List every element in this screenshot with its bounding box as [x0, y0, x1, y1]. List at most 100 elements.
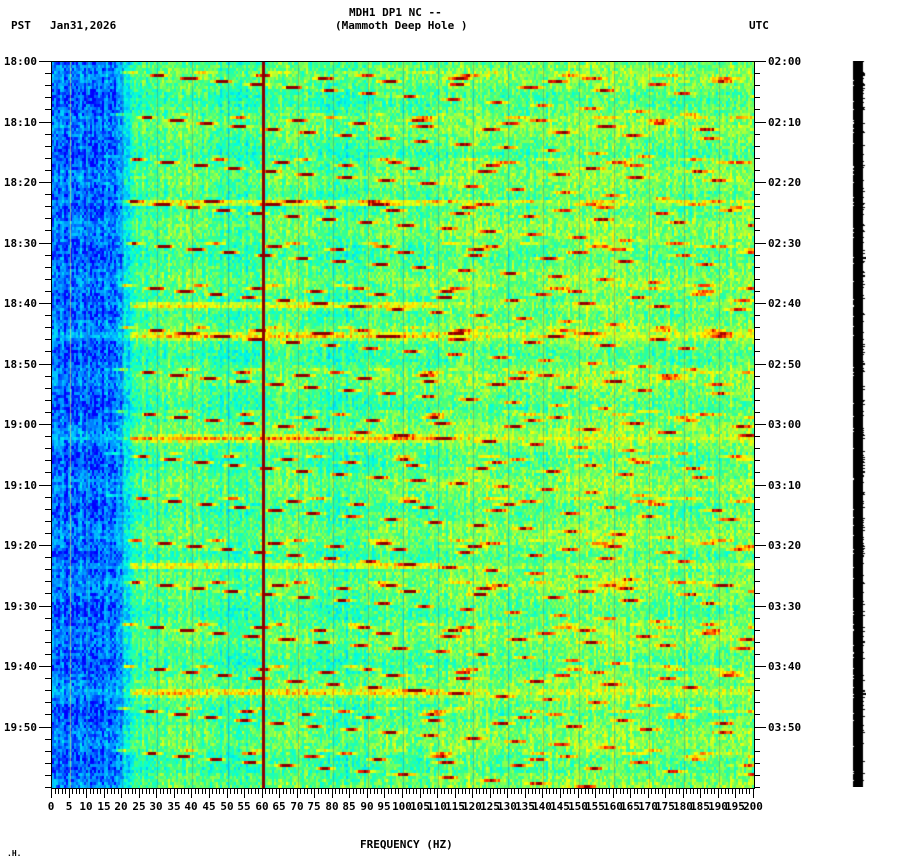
freq-minor-tick [721, 789, 722, 794]
freq-minor-tick [202, 789, 203, 794]
time-tick-label-utc: 03:40 [768, 660, 802, 673]
freq-major-tick [437, 789, 438, 798]
time-tick-label-utc: 02:10 [768, 116, 802, 129]
freq-minor-tick [395, 789, 396, 794]
freq-minor-tick [486, 789, 487, 794]
time-tick-label-utc: 02:20 [768, 176, 802, 189]
major-tick-right [754, 122, 766, 123]
freq-major-tick [683, 789, 684, 798]
time-tick-label-utc: 02:40 [768, 297, 802, 310]
freq-minor-tick [230, 789, 231, 794]
freq-minor-tick [62, 789, 63, 794]
freq-tick-label: 145 [550, 800, 570, 813]
freq-major-tick [700, 789, 701, 798]
freq-minor-tick [434, 789, 435, 794]
freq-minor-tick [704, 789, 705, 794]
freq-minor-tick [346, 789, 347, 794]
major-tick-right [754, 606, 766, 607]
freq-minor-tick [430, 789, 431, 794]
freq-tick-label: 25 [132, 800, 146, 813]
freq-minor-tick [300, 789, 301, 794]
freq-minor-tick [170, 789, 171, 794]
freq-major-tick [51, 789, 52, 798]
time-tick-label-pst: 18:00 [3, 55, 37, 68]
freq-minor-tick [497, 789, 498, 794]
freq-major-tick [69, 789, 70, 798]
freq-tick-label: 30 [149, 800, 163, 813]
freq-minor-tick [556, 789, 557, 794]
time-tick-label-pst: 19:20 [3, 539, 37, 552]
freq-minor-tick [83, 789, 84, 794]
freq-minor-tick [616, 789, 617, 794]
freq-minor-tick [602, 789, 603, 794]
freq-minor-tick [483, 789, 484, 794]
freq-major-tick [420, 789, 421, 798]
freq-minor-tick [413, 789, 414, 794]
freq-tick-label: 130 [497, 800, 517, 813]
freq-minor-tick [441, 789, 442, 794]
freq-minor-tick [641, 789, 642, 794]
major-tick-left [39, 666, 51, 667]
time-tick-label-pst: 18:20 [3, 176, 37, 189]
freq-minor-tick [374, 789, 375, 794]
freq-minor-tick [658, 789, 659, 794]
freq-tick-label: 190 [708, 800, 728, 813]
freq-major-tick [139, 789, 140, 798]
freq-minor-tick [493, 789, 494, 794]
freq-minor-tick [518, 789, 519, 794]
freq-minor-tick [76, 789, 77, 794]
time-tick-label-pst: 19:10 [3, 479, 37, 492]
freq-minor-tick [451, 789, 452, 794]
freq-minor-tick [476, 789, 477, 794]
major-tick-left [39, 424, 51, 425]
freq-minor-tick [539, 789, 540, 794]
freq-minor-tick [553, 789, 554, 794]
freq-tick-label: 200 [743, 800, 763, 813]
freq-minor-tick [521, 789, 522, 794]
freq-minor-tick [198, 789, 199, 794]
freq-minor-tick [219, 789, 220, 794]
freq-minor-tick [255, 789, 256, 794]
freq-minor-tick [65, 789, 66, 794]
freq-tick-label: 35 [167, 800, 181, 813]
freq-minor-tick [532, 789, 533, 794]
major-tick-right [754, 727, 766, 728]
freq-minor-tick [686, 789, 687, 794]
timezone-left-label: PST [11, 19, 31, 32]
freq-major-tick [525, 789, 526, 798]
freq-minor-tick [72, 789, 73, 794]
freq-major-tick [209, 789, 210, 798]
major-tick-right [754, 61, 766, 62]
freq-minor-tick [356, 789, 357, 794]
freq-minor-tick [97, 789, 98, 794]
freq-tick-label: 85 [342, 800, 356, 813]
freq-minor-tick [458, 789, 459, 794]
freq-minor-tick [585, 789, 586, 794]
freq-major-tick [578, 789, 579, 798]
freq-minor-tick [644, 789, 645, 794]
freq-major-tick [648, 789, 649, 798]
freq-minor-tick [251, 789, 252, 794]
freq-minor-tick [167, 789, 168, 794]
freq-minor-tick [248, 789, 249, 794]
major-tick-right [754, 424, 766, 425]
freq-major-tick [735, 789, 736, 798]
freq-minor-tick [293, 789, 294, 794]
freq-minor-tick [711, 789, 712, 794]
freq-minor-tick [398, 789, 399, 794]
freq-tick-label: 100 [392, 800, 412, 813]
freq-tick-label: 175 [655, 800, 675, 813]
freq-major-tick [490, 789, 491, 798]
freq-minor-tick [609, 789, 610, 794]
freq-minor-tick [363, 789, 364, 794]
major-tick-left [39, 364, 51, 365]
freq-minor-tick [479, 789, 480, 794]
freq-major-tick [384, 789, 385, 798]
freq-minor-tick [342, 789, 343, 794]
spectrogram-plot[interactable] [51, 61, 755, 789]
freq-minor-tick [132, 789, 133, 794]
freq-minor-tick [669, 789, 670, 794]
freq-tick-label: 170 [638, 800, 658, 813]
freq-minor-tick [592, 789, 593, 794]
freq-minor-tick [693, 789, 694, 794]
